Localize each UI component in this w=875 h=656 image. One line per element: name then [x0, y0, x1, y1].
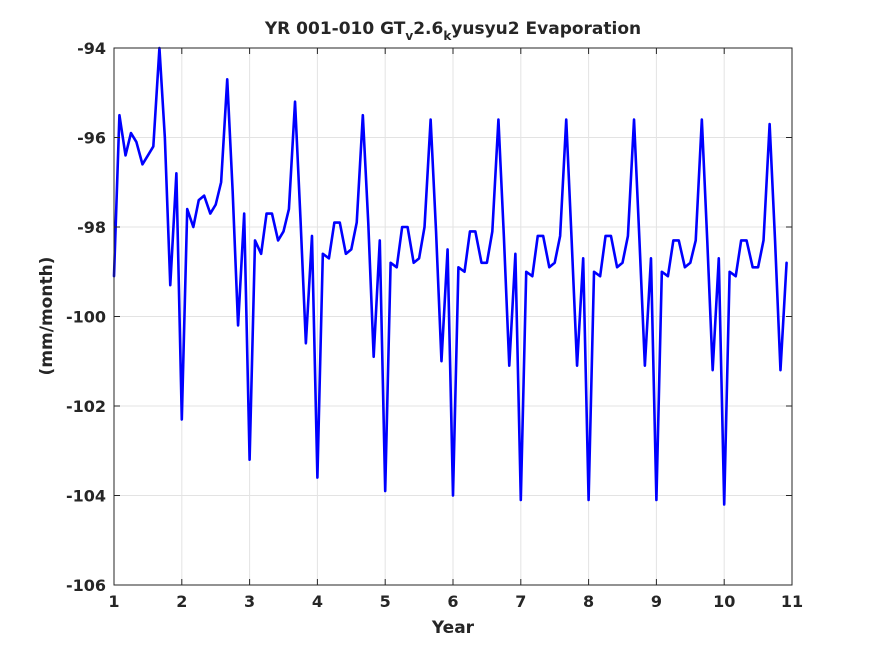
y-tick-label: -94	[77, 39, 106, 58]
title-middle: 2.6	[413, 19, 443, 39]
evaporation-series-line	[112, 46, 788, 506]
x-tick-label: 11	[781, 592, 803, 611]
x-axis-label: Year	[431, 618, 475, 638]
x-tick-label: 4	[312, 592, 323, 611]
x-tick-label: 3	[244, 592, 255, 611]
y-tick-label: -102	[66, 397, 106, 416]
x-tick-label: 7	[515, 592, 526, 611]
title-suffix: yusyu2 Evaporation	[451, 19, 641, 39]
title-subscript-k: k	[443, 29, 452, 43]
y-tick-label: -106	[66, 576, 106, 595]
title-subscript-v: v	[405, 29, 413, 43]
x-tick-label: 9	[651, 592, 662, 611]
x-tick-label: 10	[713, 592, 735, 611]
x-tick-label: 6	[447, 592, 458, 611]
series-layer	[112, 46, 788, 506]
y-tick-label: -104	[66, 487, 106, 506]
x-tick-label: 8	[583, 592, 594, 611]
y-axis-label: (mm/month)	[37, 257, 57, 376]
title-prefix: YR 001-010 GT	[264, 19, 406, 39]
chart-title: YR 001-010 GTv2.6kyusyu2 Evaporation	[264, 19, 641, 43]
y-tick-label: -98	[77, 218, 106, 237]
x-tick-label: 1	[108, 592, 119, 611]
y-tick-label: -100	[66, 308, 106, 327]
x-tick-label: 2	[176, 592, 187, 611]
ticks: 1 2 3 4 5 6 7 8 9 10 11 -94 -96 -98 -100 -102 -104 -106	[66, 39, 803, 611]
y-tick-label: -96	[77, 129, 106, 148]
x-tick-label: 5	[380, 592, 391, 611]
